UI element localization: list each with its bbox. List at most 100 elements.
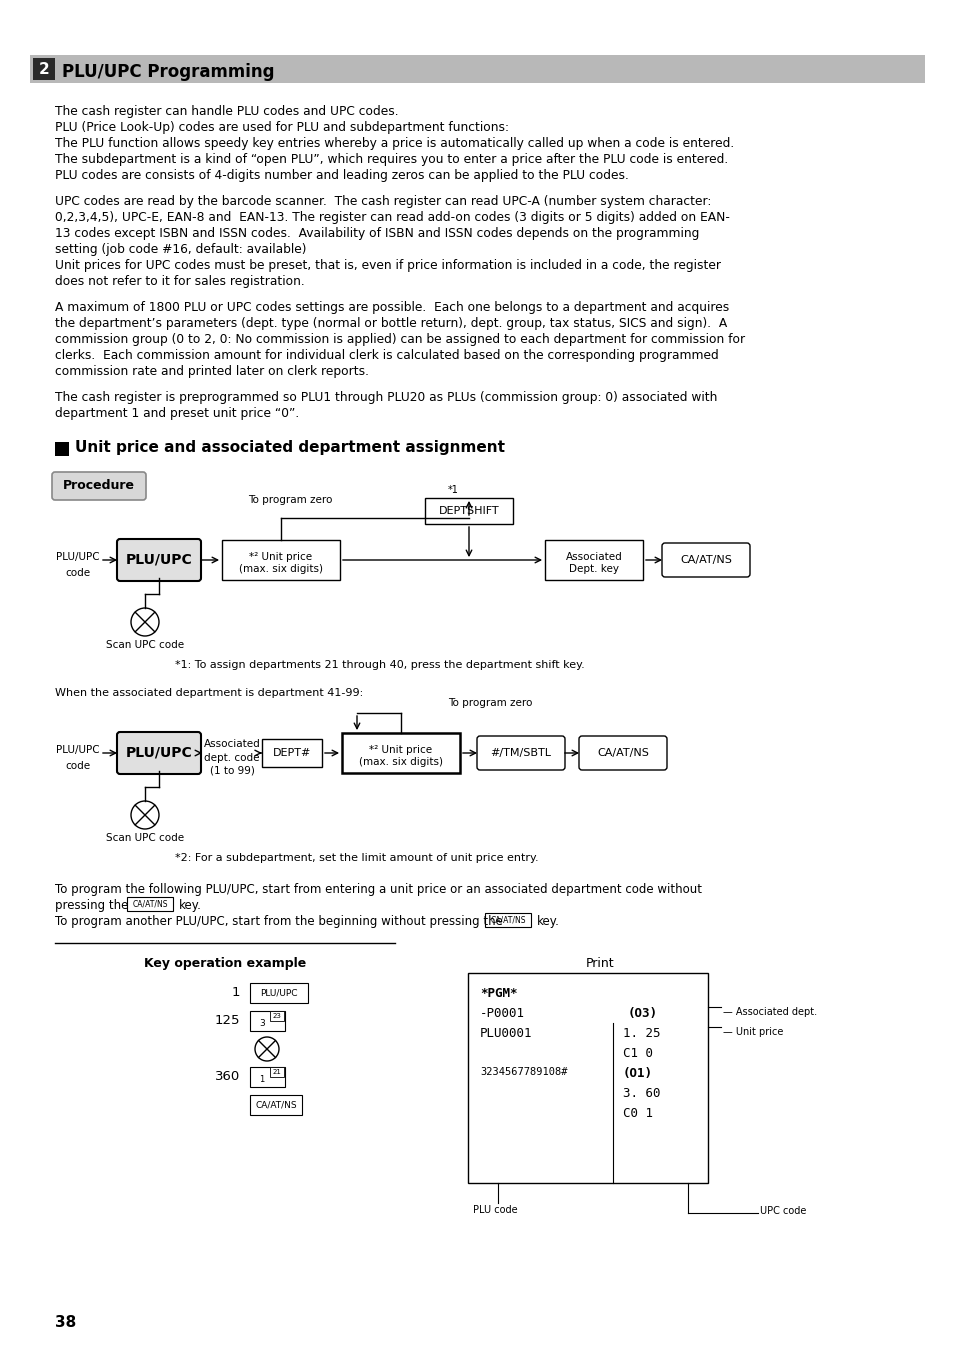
Text: Key operation example: Key operation example — [144, 956, 306, 970]
FancyBboxPatch shape — [52, 472, 146, 500]
Text: 360: 360 — [214, 1071, 240, 1083]
Text: department 1 and preset unit price “0”.: department 1 and preset unit price “0”. — [55, 407, 299, 420]
Text: Associated: Associated — [565, 552, 621, 563]
Text: To program another PLU/UPC, start from the beginning without pressing the: To program another PLU/UPC, start from t… — [55, 915, 502, 928]
Text: *1: To assign departments 21 through 40, press the department shift key.: *1: To assign departments 21 through 40,… — [174, 660, 584, 670]
Text: *PGM*: *PGM* — [479, 987, 517, 1000]
FancyBboxPatch shape — [55, 442, 69, 456]
Text: CA/AT/NS: CA/AT/NS — [679, 554, 731, 565]
Text: 0,2,3,4,5), UPC-E, EAN-8 and  EAN-13. The register can read add-on codes (3 digi: 0,2,3,4,5), UPC-E, EAN-8 and EAN-13. The… — [55, 210, 729, 224]
FancyBboxPatch shape — [30, 55, 924, 84]
Text: commission rate and printed later on clerk reports.: commission rate and printed later on cle… — [55, 366, 369, 378]
Text: *² Unit price: *² Unit price — [249, 552, 313, 563]
Text: code: code — [66, 761, 91, 772]
Text: 1: 1 — [232, 986, 240, 1000]
Text: DEPT#: DEPT# — [273, 747, 311, 758]
FancyBboxPatch shape — [661, 544, 749, 577]
Text: 125: 125 — [214, 1014, 240, 1028]
FancyBboxPatch shape — [250, 1067, 285, 1087]
Text: 21: 21 — [273, 1068, 281, 1075]
Text: CA/AT/NS: CA/AT/NS — [132, 900, 168, 908]
Text: Unit price and associated department assignment: Unit price and associated department ass… — [75, 441, 504, 456]
Text: (O3): (O3) — [627, 1006, 658, 1020]
Text: PLU code: PLU code — [473, 1205, 517, 1215]
Text: 1. 25: 1. 25 — [622, 1027, 659, 1040]
Text: Associated: Associated — [203, 739, 260, 749]
FancyBboxPatch shape — [544, 540, 642, 580]
Text: pressing the: pressing the — [55, 898, 129, 912]
Text: DEPTSHIFT: DEPTSHIFT — [438, 506, 498, 517]
Text: 3: 3 — [259, 1020, 265, 1028]
FancyBboxPatch shape — [270, 1067, 284, 1077]
Text: dept. code: dept. code — [204, 753, 259, 764]
Text: PLU/UPC Programming: PLU/UPC Programming — [62, 63, 274, 81]
Text: Print: Print — [585, 956, 614, 970]
Text: 38: 38 — [55, 1315, 76, 1330]
Text: does not refer to it for sales registration.: does not refer to it for sales registrat… — [55, 275, 304, 287]
Text: (1 to 99): (1 to 99) — [210, 766, 254, 776]
Text: Dept. key: Dept. key — [568, 564, 618, 575]
Text: UPC code: UPC code — [760, 1206, 805, 1215]
Text: To program zero: To program zero — [248, 495, 332, 505]
Text: *1: *1 — [448, 486, 458, 495]
Text: — Unit price: — Unit price — [722, 1027, 782, 1037]
FancyBboxPatch shape — [127, 897, 172, 911]
Text: PLU/UPC: PLU/UPC — [56, 552, 100, 563]
Text: key.: key. — [537, 915, 559, 928]
Text: -P0001: -P0001 — [479, 1006, 524, 1020]
Text: the department’s parameters (dept. type (normal or bottle return), dept. group, : the department’s parameters (dept. type … — [55, 317, 726, 331]
FancyBboxPatch shape — [578, 737, 666, 770]
Text: 1: 1 — [259, 1075, 264, 1085]
Text: To program zero: To program zero — [447, 697, 532, 708]
FancyBboxPatch shape — [117, 733, 201, 774]
Text: PLU (Price Look-Up) codes are used for PLU and subdepartment functions:: PLU (Price Look-Up) codes are used for P… — [55, 121, 509, 134]
Text: Unit prices for UPC codes must be preset, that is, even if price information is : Unit prices for UPC codes must be preset… — [55, 259, 720, 272]
Text: key.: key. — [179, 898, 202, 912]
FancyBboxPatch shape — [341, 733, 459, 773]
Text: (max. six digits): (max. six digits) — [239, 564, 323, 575]
Text: UPC codes are read by the barcode scanner.  The cash register can read UPC-A (nu: UPC codes are read by the barcode scanne… — [55, 196, 711, 208]
Text: Procedure: Procedure — [63, 479, 135, 492]
Text: Scan UPC code: Scan UPC code — [106, 639, 184, 650]
Text: The cash register is preprogrammed so PLU1 through PLU20 as PLUs (commission gro: The cash register is preprogrammed so PL… — [55, 391, 717, 403]
Text: PLU/UPC: PLU/UPC — [126, 553, 193, 567]
Text: *2: For a subdepartment, set the limit amount of unit price entry.: *2: For a subdepartment, set the limit a… — [174, 853, 538, 863]
FancyBboxPatch shape — [250, 1010, 285, 1031]
Text: PLU0001: PLU0001 — [479, 1027, 532, 1040]
Text: The subdepartment is a kind of “open PLU”, which requires you to enter a price a: The subdepartment is a kind of “open PLU… — [55, 152, 727, 166]
Text: The PLU function allows speedy key entries whereby a price is automatically call: The PLU function allows speedy key entri… — [55, 138, 734, 150]
Text: setting (job code #16, default: available): setting (job code #16, default: availabl… — [55, 243, 306, 256]
Text: *² Unit price: *² Unit price — [369, 745, 432, 755]
Text: clerks.  Each commission amount for individual clerk is calculated based on the : clerks. Each commission amount for indiv… — [55, 349, 718, 362]
Text: PLU/UPC: PLU/UPC — [56, 745, 100, 755]
Text: (O1): (O1) — [622, 1067, 652, 1081]
Text: C1 0: C1 0 — [622, 1047, 652, 1060]
Text: 23: 23 — [273, 1013, 281, 1018]
Text: C0 1: C0 1 — [622, 1108, 652, 1120]
Text: PLU/UPC: PLU/UPC — [126, 746, 193, 759]
Text: The cash register can handle PLU codes and UPC codes.: The cash register can handle PLU codes a… — [55, 105, 398, 117]
Text: #/TM/SBTL: #/TM/SBTL — [490, 747, 551, 758]
Text: Scan UPC code: Scan UPC code — [106, 832, 184, 843]
FancyBboxPatch shape — [468, 973, 707, 1183]
Text: (max. six digits): (max. six digits) — [358, 757, 442, 768]
Text: PLU codes are consists of 4-digits number and leading zeros can be applied to th: PLU codes are consists of 4-digits numbe… — [55, 169, 628, 182]
Text: 2: 2 — [38, 62, 50, 77]
Text: A maximum of 1800 PLU or UPC codes settings are possible.  Each one belongs to a: A maximum of 1800 PLU or UPC codes setti… — [55, 301, 728, 314]
Text: CA/AT/NS: CA/AT/NS — [254, 1101, 296, 1109]
Text: To program the following PLU/UPC, start from entering a unit price or an associa: To program the following PLU/UPC, start … — [55, 884, 701, 896]
Text: PLU/UPC: PLU/UPC — [260, 989, 297, 997]
FancyBboxPatch shape — [476, 737, 564, 770]
FancyBboxPatch shape — [33, 58, 55, 80]
FancyBboxPatch shape — [222, 540, 339, 580]
Text: 3. 60: 3. 60 — [622, 1087, 659, 1099]
FancyBboxPatch shape — [250, 983, 308, 1004]
Text: — Associated dept.: — Associated dept. — [722, 1006, 817, 1017]
Text: CA/AT/NS: CA/AT/NS — [597, 747, 648, 758]
FancyBboxPatch shape — [262, 739, 322, 768]
FancyBboxPatch shape — [484, 913, 531, 927]
FancyBboxPatch shape — [250, 1095, 302, 1116]
FancyBboxPatch shape — [424, 498, 513, 523]
Text: CA/AT/NS: CA/AT/NS — [490, 916, 525, 924]
Text: When the associated department is department 41-99:: When the associated department is depart… — [55, 688, 363, 697]
